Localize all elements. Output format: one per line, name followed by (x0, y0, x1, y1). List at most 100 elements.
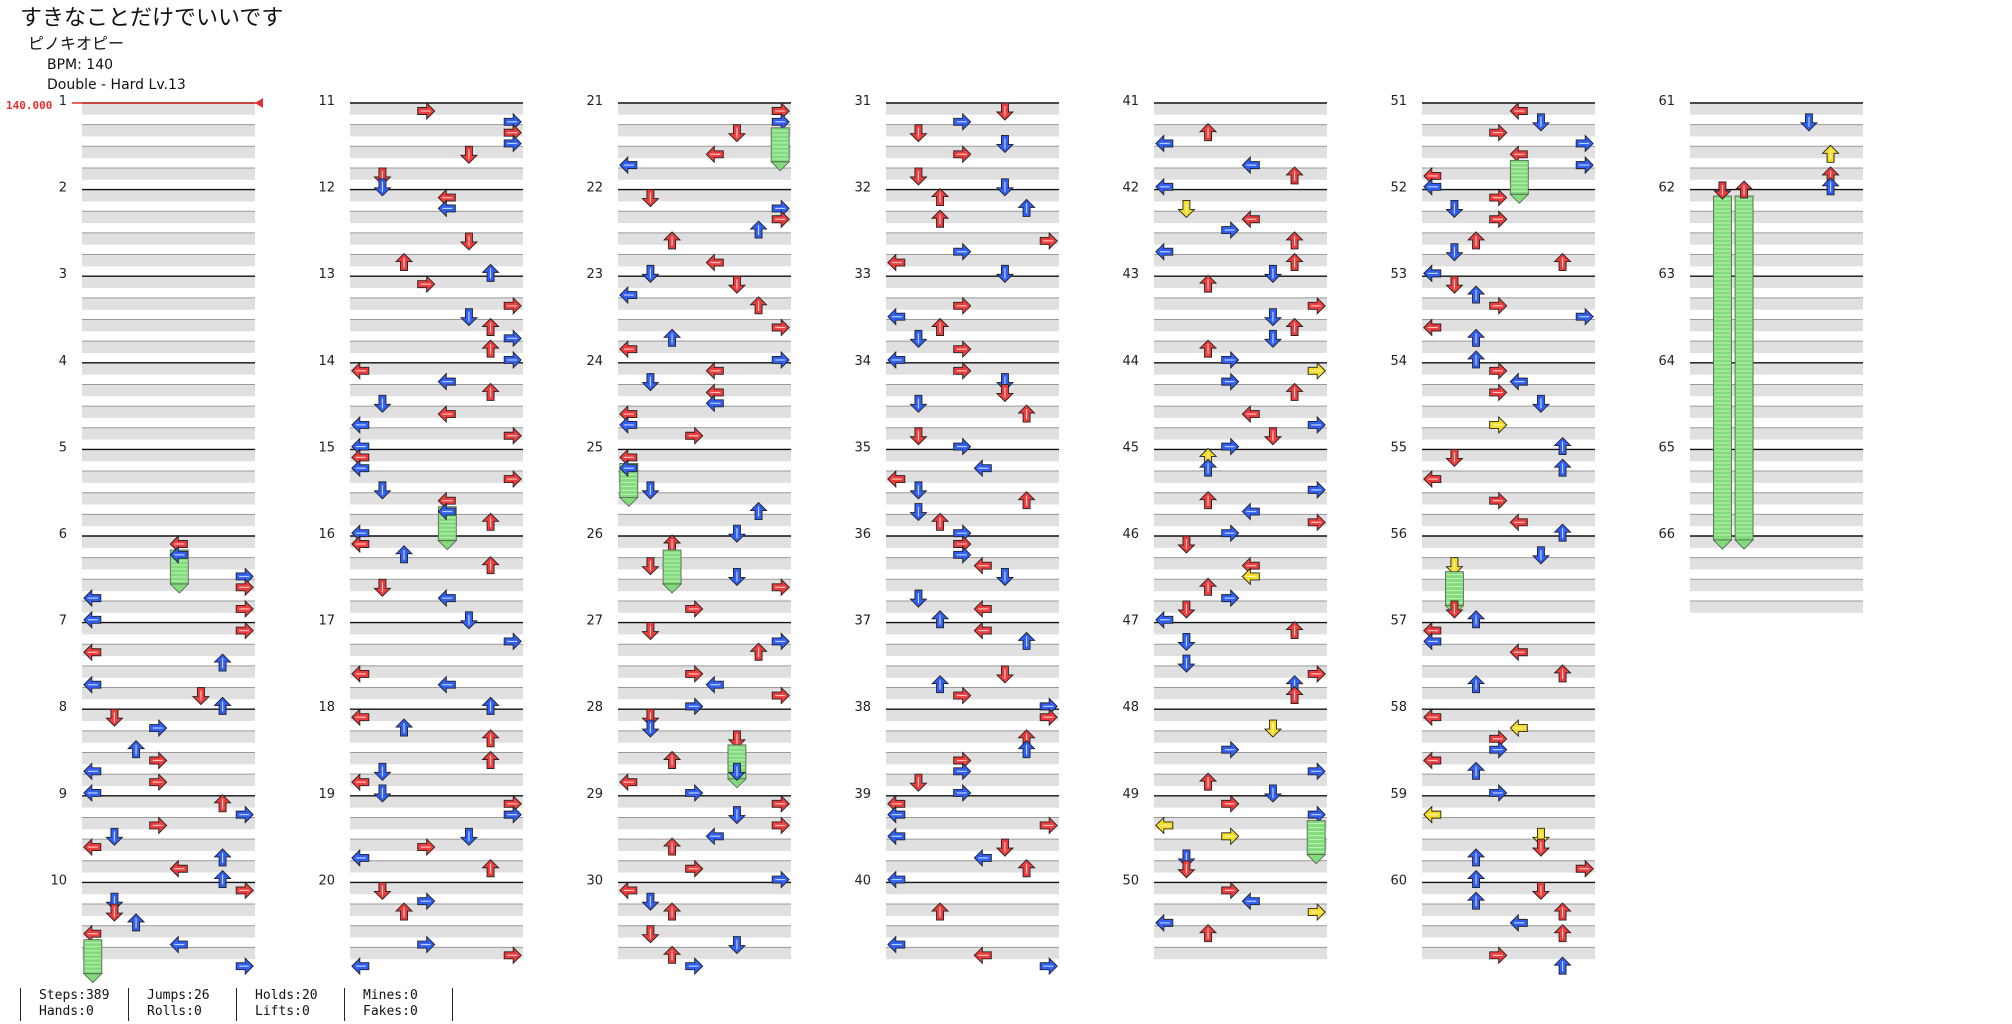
measure-4: 4 (59, 354, 255, 440)
beat-band (1690, 600, 1863, 613)
beat-band (1422, 189, 1595, 202)
step-arrow (887, 805, 906, 824)
step-arrow (1423, 264, 1442, 283)
step-arrow (1466, 350, 1486, 369)
beat-band (1422, 254, 1595, 267)
beat-band (1154, 709, 1327, 722)
measure-59: 59 (1390, 787, 1595, 873)
step-arrow (1307, 415, 1326, 435)
measure-number: 18 (318, 700, 335, 715)
beat-band (350, 319, 523, 332)
step-arrow (662, 231, 682, 250)
step-arrow (1177, 860, 1196, 879)
measure-number: 27 (586, 614, 603, 629)
step-arrow (727, 762, 747, 781)
measure-12: 12 (318, 181, 523, 267)
step-arrow (1307, 513, 1326, 532)
beat-band (1154, 427, 1327, 440)
step-arrow (909, 589, 928, 608)
beat-band (350, 276, 523, 289)
step-arrow (503, 426, 522, 445)
step-arrow (351, 534, 370, 554)
step-arrow (503, 350, 522, 370)
step-arrow (887, 870, 906, 889)
step-arrow (1466, 231, 1486, 250)
beat-band (618, 514, 791, 527)
hold-tail (1509, 193, 1530, 204)
step-arrow (1307, 762, 1326, 781)
beat-band (1154, 189, 1327, 202)
measure-number: 45 (1122, 440, 1139, 455)
beat-band (886, 730, 1059, 743)
beat-band (350, 146, 523, 159)
measure-number: 4 (59, 354, 67, 369)
step-arrow (1575, 156, 1594, 175)
step-arrow (149, 718, 168, 738)
step-arrow (1489, 491, 1508, 510)
step-arrow (481, 696, 500, 715)
step-arrow (1017, 631, 1036, 650)
step-arrow (1241, 405, 1260, 424)
beat-band (82, 362, 255, 375)
beat-band (618, 644, 791, 657)
beat-band (618, 492, 791, 505)
step-arrow (1821, 177, 1840, 196)
beat-band (618, 449, 791, 462)
beat-band (1422, 730, 1595, 743)
step-arrow (641, 892, 660, 911)
step-arrow (83, 783, 102, 803)
beat-band (1154, 103, 1327, 115)
step-arrow (771, 794, 790, 813)
step-arrow (1445, 243, 1464, 262)
beat-band (350, 774, 523, 786)
step-arrow (1039, 816, 1058, 835)
beat-band (886, 622, 1059, 635)
measure-11: 11 (318, 94, 523, 180)
hold-tail (1734, 539, 1755, 550)
step-arrow (1039, 957, 1058, 976)
beat-band (1154, 687, 1327, 700)
beat-band (618, 774, 791, 786)
step-arrow (1489, 415, 1508, 435)
beat-band (1154, 254, 1327, 267)
beat-band (1422, 904, 1595, 916)
beat-band (350, 644, 523, 657)
step-arrow (437, 675, 456, 694)
hold-tail (82, 973, 103, 984)
measure-44: 44 (1122, 354, 1327, 440)
beat-band (886, 752, 1059, 765)
step-arrow (1198, 458, 1218, 477)
hold-body (83, 939, 103, 975)
measure-number: 28 (586, 700, 603, 715)
step-arrow (191, 687, 211, 706)
beat-band (886, 319, 1059, 332)
beat-band (350, 427, 523, 440)
beat-band (1154, 211, 1327, 224)
measure-21: 21 (586, 94, 791, 180)
step-arrow (481, 263, 500, 282)
step-arrow (373, 784, 392, 803)
beat-band (350, 384, 523, 397)
beat-band (886, 189, 1059, 202)
beat-band (618, 709, 791, 722)
beat-band (1154, 817, 1327, 830)
step-arrow (1575, 134, 1594, 153)
beat-band (350, 232, 523, 245)
measure-60: 60 (1390, 873, 1595, 960)
step-arrow (930, 512, 950, 531)
step-arrow (995, 665, 1015, 684)
step-arrow (887, 469, 906, 489)
step-arrow (995, 838, 1015, 857)
step-arrow (930, 675, 950, 694)
beat-band (1422, 167, 1595, 180)
stat-value: Steps:389 (39, 988, 110, 1003)
step-arrow (1445, 448, 1464, 468)
beat-band (886, 795, 1059, 808)
beat-band (82, 730, 255, 743)
beat-band (82, 189, 255, 202)
step-arrow (394, 718, 414, 737)
step-arrow (1241, 156, 1260, 175)
step-arrow (1553, 436, 1572, 456)
measure-45: 45 (1122, 440, 1327, 527)
beat-band (1154, 146, 1327, 159)
